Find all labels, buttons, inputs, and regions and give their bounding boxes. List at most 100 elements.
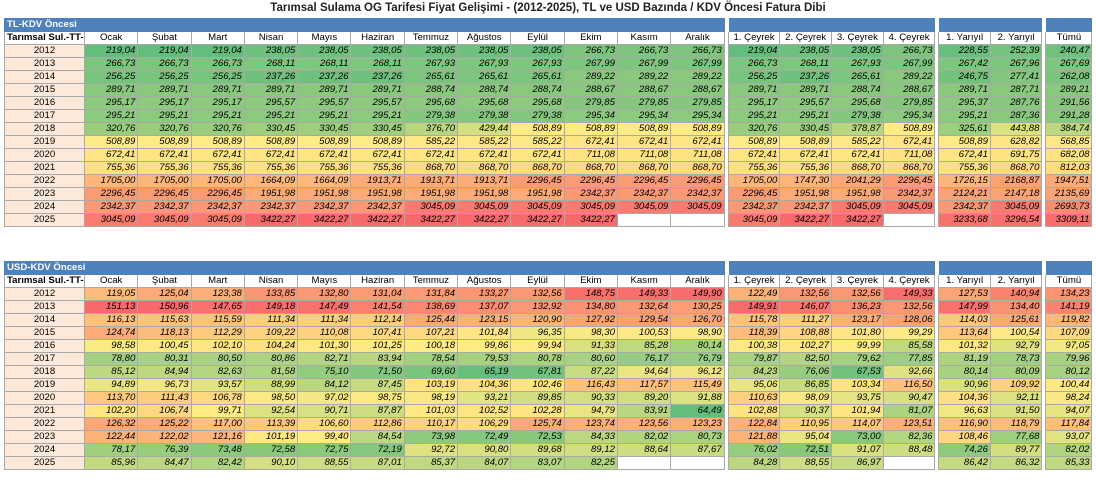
spacer bbox=[723, 57, 729, 71]
value-cell: 1705,00 bbox=[190, 174, 245, 188]
value-cell: 106,78 bbox=[190, 391, 245, 405]
spacer bbox=[723, 391, 729, 405]
year-cell: 2013 bbox=[4, 57, 85, 71]
value-cell: 568,85 bbox=[1045, 135, 1093, 149]
value-cell: 330,45 bbox=[779, 122, 833, 136]
value-cell: 123,23 bbox=[670, 417, 725, 431]
value-cell: 85,96 bbox=[83, 456, 139, 470]
value-cell: 330,45 bbox=[297, 122, 352, 136]
value-cell: 72,19 bbox=[350, 443, 405, 457]
value-cell: 95,06 bbox=[727, 378, 781, 392]
value-cell: 103,19 bbox=[403, 378, 459, 392]
value-cell: 219,04 bbox=[727, 44, 781, 58]
value-cell: 228,55 bbox=[938, 44, 991, 58]
year-cell: 2014 bbox=[4, 313, 85, 327]
spacer bbox=[723, 378, 729, 392]
value-cell: 122,02 bbox=[137, 430, 192, 444]
value-cell: 78,54 bbox=[403, 352, 459, 366]
value-cell: 1726,15 bbox=[938, 174, 991, 188]
spacer bbox=[723, 122, 729, 136]
value-cell: 108,46 bbox=[938, 430, 991, 444]
half-band bbox=[938, 261, 1043, 275]
value-cell: 136,23 bbox=[831, 300, 884, 314]
value-cell: 113,64 bbox=[938, 326, 991, 340]
page-title: Tarımsal Sulama OG Tarifesi Fiyat Gelişi… bbox=[270, 2, 826, 14]
value-cell: 295,57 bbox=[297, 96, 352, 110]
value-cell: 289,71 bbox=[938, 83, 991, 97]
usd-section-band: USD-KDV Öncesi bbox=[4, 261, 1093, 275]
value-cell: 90,80 bbox=[457, 443, 512, 457]
value-cell: 267,99 bbox=[670, 57, 725, 71]
value-cell: 755,36 bbox=[137, 161, 192, 175]
year-cell: 2022 bbox=[4, 174, 85, 188]
value-cell: 508,89 bbox=[938, 135, 991, 149]
value-cell: 88,48 bbox=[882, 443, 936, 457]
spacer bbox=[934, 96, 940, 110]
total-band bbox=[1045, 18, 1093, 32]
table-row: 2021 755,36 755,36 755,36 755,36 755,36 755,36… bbox=[4, 161, 1093, 175]
value-cell: 115,59 bbox=[190, 313, 245, 327]
spacer bbox=[934, 44, 940, 58]
value-cell: 125,74 bbox=[510, 417, 565, 431]
value-cell: 150,96 bbox=[137, 300, 192, 314]
value-cell: 76,17 bbox=[616, 352, 672, 366]
value-cell: 123,17 bbox=[831, 313, 884, 327]
value-cell: 3045,09 bbox=[137, 213, 192, 227]
value-cell: 2342,37 bbox=[297, 200, 352, 214]
table-row: 2020 113,70 111,43 106,78 98,50 97,02 98,75 98,… bbox=[4, 391, 1093, 405]
quarter-header: 1. Çeyrek bbox=[727, 31, 781, 45]
value-cell: 3422,27 bbox=[510, 213, 565, 227]
spacer bbox=[934, 213, 940, 227]
value-cell: 295,21 bbox=[938, 109, 991, 123]
value-cell: 80,60 bbox=[563, 352, 618, 366]
spacer bbox=[934, 404, 940, 418]
table-row: 2019 508,89 508,89 508,89 508,89 508,89 508,89… bbox=[4, 135, 1093, 149]
value-cell: 99,29 bbox=[882, 326, 936, 340]
value-cell: 79,62 bbox=[831, 352, 884, 366]
value-cell: 89,77 bbox=[989, 443, 1043, 457]
value-cell: 101,84 bbox=[457, 326, 512, 340]
value-cell: 279,85 bbox=[616, 96, 672, 110]
value-cell: 295,17 bbox=[137, 96, 192, 110]
spacer bbox=[723, 339, 729, 353]
value-cell: 123,15 bbox=[457, 313, 512, 327]
year-cell: 2022 bbox=[4, 417, 85, 431]
value-cell: 72,53 bbox=[510, 430, 565, 444]
value-cell: 111,43 bbox=[137, 391, 192, 405]
value-cell: 252,39 bbox=[989, 44, 1043, 58]
table-row: 2022 126,32 125,22 117,00 113,39 106,60 112,86… bbox=[4, 417, 1093, 431]
value-cell: 102,20 bbox=[83, 404, 139, 418]
value-cell: 279,85 bbox=[670, 96, 725, 110]
value-cell: 99,86 bbox=[457, 339, 512, 353]
value-cell: 132,56 bbox=[510, 287, 565, 301]
value-cell: 88,55 bbox=[297, 456, 352, 470]
value-cell: 126,32 bbox=[83, 417, 139, 431]
value-cell: 3045,09 bbox=[670, 200, 725, 214]
value-cell: 116,13 bbox=[83, 313, 139, 327]
total-header: Tümü bbox=[1045, 31, 1093, 45]
value-cell: 149,18 bbox=[243, 300, 299, 314]
value-cell: 219,04 bbox=[83, 44, 139, 58]
value-cell: 124,74 bbox=[83, 326, 139, 340]
value-cell: 1705,00 bbox=[137, 174, 192, 188]
value-cell: 83,07 bbox=[510, 456, 565, 470]
value-cell: 267,93 bbox=[510, 57, 565, 71]
spacer bbox=[934, 339, 940, 353]
value-cell: 85,28 bbox=[616, 339, 672, 353]
quarter-header: 2. Çeyrek bbox=[779, 31, 833, 45]
value-cell: 117,00 bbox=[190, 417, 245, 431]
value-cell: 295,21 bbox=[297, 109, 352, 123]
value-cell: 672,41 bbox=[137, 148, 192, 162]
value-cell: 149,90 bbox=[670, 287, 725, 301]
value-cell: 289,22 bbox=[563, 70, 618, 84]
value-cell: 118,13 bbox=[137, 326, 192, 340]
value-cell: 125,44 bbox=[403, 313, 459, 327]
value-cell: 84,12 bbox=[297, 378, 352, 392]
value-cell: 1747,30 bbox=[779, 174, 833, 188]
value-cell: 115,78 bbox=[727, 313, 781, 327]
value-cell: 114,03 bbox=[938, 313, 991, 327]
value-cell: 1951,98 bbox=[510, 187, 565, 201]
value-cell: 138,69 bbox=[403, 300, 459, 314]
value-cell: 1913,71 bbox=[350, 174, 405, 188]
value-cell: 268,11 bbox=[297, 57, 352, 71]
